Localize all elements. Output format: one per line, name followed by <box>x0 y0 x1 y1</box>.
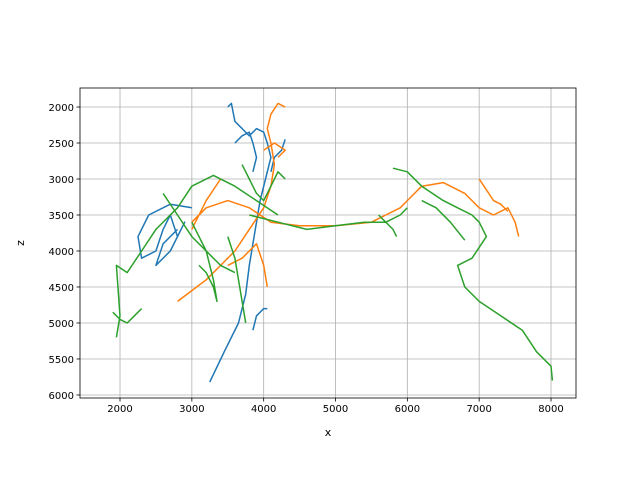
y-tick-label: 5500 <box>49 355 74 366</box>
y-tick-label: 6000 <box>49 391 74 402</box>
y-axis-label: z <box>14 240 27 246</box>
trace-line <box>112 164 554 381</box>
y-tick-label: 2500 <box>49 139 74 150</box>
x-tick-label: 5000 <box>323 404 348 415</box>
y-tick-label: 4500 <box>49 283 74 294</box>
y-tick-label: 5000 <box>49 319 74 330</box>
plot-frame <box>79 87 577 399</box>
y-tick-label: 3500 <box>49 211 74 222</box>
x-tick-label: 6000 <box>395 404 420 415</box>
y-tick-label: 2000 <box>49 103 74 114</box>
x-tick-label: 4000 <box>251 404 276 415</box>
x-tick-label: 8000 <box>538 404 563 415</box>
x-tick-label: 7000 <box>466 404 491 415</box>
y-tick-label: 4000 <box>49 247 74 258</box>
trace-line <box>177 102 520 302</box>
x-axis-label: x <box>325 426 332 439</box>
x-tick-label: 2000 <box>107 404 132 415</box>
trace-line <box>137 102 286 383</box>
x-tick-label: 3000 <box>179 404 204 415</box>
y-tick-label: 3000 <box>49 175 74 186</box>
